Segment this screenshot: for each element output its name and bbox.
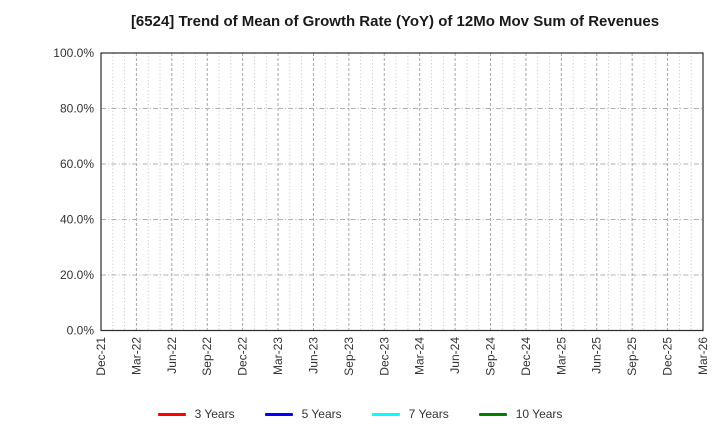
x-tick-label: Mar-25 [554,337,568,375]
x-tick-label: Sep-23 [342,337,356,376]
legend-item-10-years: 10 Years [478,407,563,421]
legend-item-5-years: 5 Years [264,407,342,421]
x-tick-label: Mar-24 [413,337,427,375]
y-tick-label: 0.0% [67,323,95,337]
x-tick-label: Sep-24 [483,337,497,376]
x-tick-label: Jun-22 [165,337,179,374]
x-tick-label: Dec-24 [519,337,533,376]
legend-label: 7 Years [408,407,449,421]
legend-label: 10 Years [515,407,563,421]
legend-label: 3 Years [194,407,235,421]
y-tick-label: 60.0% [60,157,94,171]
x-tick-label: Jun-24 [448,337,462,374]
x-tick-label: Jun-25 [590,337,604,374]
y-tick-label: 40.0% [60,212,94,226]
legend-item-3-years: 3 Years [157,407,235,421]
chart-legend: 3 Years 5 Years 7 Years 10 Years [0,403,720,425]
legend-line-swatch [157,412,186,416]
legend-line-swatch [478,412,507,416]
x-tick-label: Sep-25 [625,337,639,376]
chart-title: [6524] Trend of Mean of Growth Rate (YoY… [130,13,660,30]
legend-label: 5 Years [301,407,342,421]
legend-line-swatch [371,412,400,416]
legend-item-7-years: 7 Years [371,407,449,421]
legend-line-swatch [264,412,293,416]
x-tick-label: Sep-22 [200,337,214,376]
y-tick-label: 100.0% [53,46,94,60]
y-tick-label: 20.0% [60,268,94,282]
plot-frame [100,52,704,332]
x-tick-label: Mar-22 [129,337,143,375]
x-tick-label: Dec-25 [661,337,675,376]
x-tick-label: Dec-21 [94,337,108,376]
x-tick-label: Jun-23 [306,337,320,374]
x-tick-label: Dec-22 [236,337,250,376]
x-tick-label: Dec-23 [377,337,391,376]
y-tick-label: 80.0% [60,101,94,115]
x-tick-label: Mar-23 [271,337,285,375]
x-tick-label: Mar-26 [696,337,710,375]
